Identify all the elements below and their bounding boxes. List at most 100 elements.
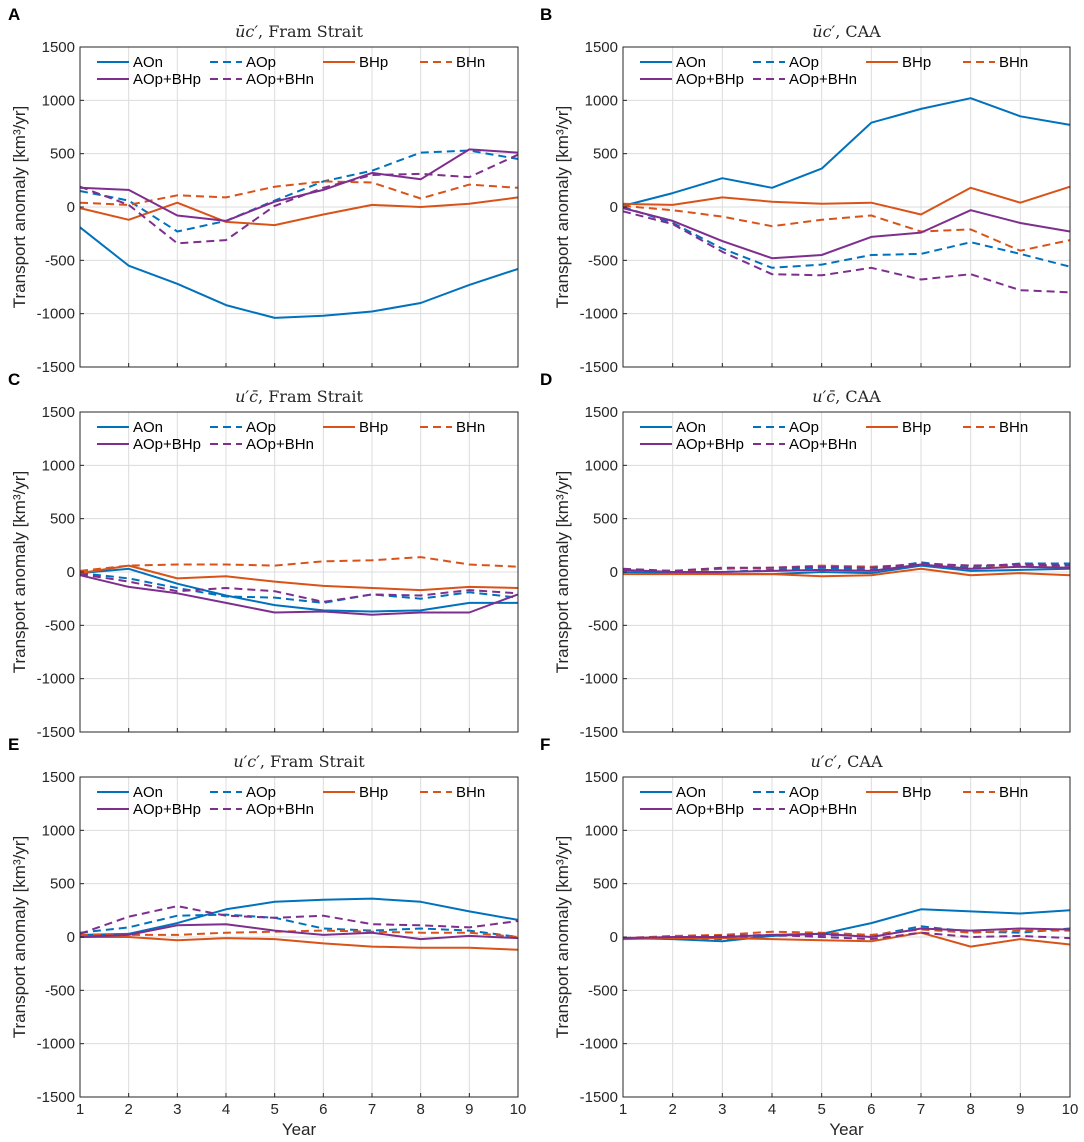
- panel-f: -1500 -1000 -500 0 500 1000 1500 1 2 3 4 5 6 7 8 9 10 Tra…: [540, 735, 1078, 1139]
- series-line-aop-bhp: [622, 563, 1071, 573]
- x-tick-label: 4: [222, 1101, 230, 1118]
- y-tick-label: 500: [50, 146, 75, 163]
- legend-label-aop-bhn: AOp+BHn: [246, 71, 314, 88]
- x-tick-label: 8: [966, 1101, 974, 1118]
- panel-letter: E: [8, 735, 19, 754]
- panel-title-region: , Fram Strait: [258, 22, 363, 41]
- y-axis-label: Transport anomaly [km³/yr]: [553, 471, 572, 673]
- panel-letter: F: [540, 735, 550, 754]
- y-tick-label: 1500: [42, 769, 75, 786]
- panel-title-region: , CAA: [835, 22, 881, 41]
- y-tick-label: 1000: [585, 822, 618, 839]
- series-line-aop: [79, 913, 519, 938]
- series-line-aon: [79, 226, 519, 319]
- x-tick-label: 2: [668, 1101, 676, 1118]
- legend-label-bhn: BHn: [999, 784, 1028, 801]
- series-line-aon: [79, 567, 518, 613]
- y-tick-label: 1000: [585, 457, 618, 474]
- legend: AOn AOp BHp BHn AOp+BHp AOp+BHn: [640, 419, 1028, 453]
- y-tick-label: 500: [593, 876, 618, 893]
- legend-label-aon: AOn: [133, 54, 163, 71]
- x-tick-label: 6: [867, 1101, 875, 1118]
- legend-label-aop-bhp: AOp+BHp: [133, 801, 201, 818]
- panel-e: -1500 -1000 -500 0 500 1000 1500 1 2 3 4 5 6 7 8 9 10 Tra…: [8, 735, 526, 1139]
- y-tick-label: -1000: [37, 1036, 75, 1053]
- y-axis-label: Transport anomaly [km³/yr]: [10, 836, 29, 1038]
- series-line-bhn: [622, 928, 1070, 940]
- legend-label-aop-bhp: AOp+BHp: [133, 71, 201, 88]
- y-tick-label: -1500: [37, 1089, 75, 1106]
- panel-letter: B: [540, 5, 552, 24]
- series-line-aop-bhn: [79, 905, 519, 935]
- panel-letter: A: [8, 5, 20, 24]
- legend-label-aop: AOp: [789, 54, 819, 71]
- legend-label-bhp: BHp: [902, 54, 931, 71]
- series-line-bhn: [623, 563, 1070, 572]
- y-tick-label: 1500: [42, 39, 75, 56]
- series-line-aop-bhp: [79, 923, 519, 941]
- y-tick-label: -1000: [37, 306, 75, 323]
- series-line-aop: [623, 561, 1070, 573]
- series-line-aop-bhn: [79, 153, 519, 245]
- x-tick-label: 1: [76, 1101, 84, 1118]
- y-tick-label: 1500: [585, 769, 618, 786]
- series-line-bhp: [79, 196, 519, 227]
- series-line-bhn: [622, 204, 1071, 252]
- y-axis-label: Transport anomaly [km³/yr]: [553, 836, 572, 1038]
- x-tick-label: 2: [124, 1101, 132, 1118]
- legend-label-bhp: BHp: [359, 784, 388, 801]
- series-line-bhp: [623, 567, 1071, 578]
- legend-label-aop: AOp: [789, 784, 819, 801]
- y-tick-label: 0: [610, 199, 618, 216]
- panel-title-region: , CAA: [835, 387, 881, 406]
- panel-letter: C: [8, 370, 20, 389]
- x-tick-label: 10: [1062, 1101, 1079, 1118]
- legend-label-bhn: BHn: [999, 419, 1028, 436]
- x-axis-label: Year: [829, 1120, 864, 1139]
- y-tick-label: 0: [610, 929, 618, 946]
- y-tick-label: -500: [45, 252, 75, 269]
- y-tick-label: 0: [610, 564, 618, 581]
- y-tick-label: -1000: [580, 1036, 618, 1053]
- y-tick-label: -1500: [37, 359, 75, 376]
- panel-title-term: u′c̄: [812, 387, 835, 406]
- legend: AOn AOp BHp BHn AOp+BHp AOp+BHn: [640, 784, 1028, 818]
- panel-title-term: u′c′: [233, 752, 260, 771]
- panel-title: u′c′, Fram Strait: [233, 752, 365, 771]
- panel-title: u′c̄, Fram Strait: [235, 387, 363, 406]
- x-tick-label: 7: [368, 1101, 376, 1118]
- series-line-aop-bhp: [622, 927, 1071, 940]
- x-tick-label: 5: [817, 1101, 825, 1118]
- x-tick-label: 7: [917, 1101, 925, 1118]
- series-line-aop-bhn: [622, 210, 1071, 294]
- series-line-bhp: [622, 931, 1071, 948]
- legend-label-bhn: BHn: [456, 419, 485, 436]
- y-tick-label: -500: [45, 617, 75, 634]
- legend-label-aop: AOp: [246, 784, 276, 801]
- panel-c: -1500 -1000 -500 0 500 1000 1500 Transport anom…: [8, 370, 519, 741]
- legend-label-aop-bhp: AOp+BHp: [676, 801, 744, 818]
- y-tick-label: 1500: [42, 404, 75, 421]
- x-tick-label: 1: [619, 1101, 627, 1118]
- y-tick-label: 0: [67, 929, 75, 946]
- y-tick-label: -1500: [580, 1089, 618, 1106]
- panel-letter: D: [540, 370, 552, 389]
- legend: AOn AOp BHp BHn AOp+BHp AOp+BHn: [97, 54, 485, 88]
- legend-label-aop-bhn: AOp+BHn: [246, 801, 314, 818]
- y-tick-label: 1000: [42, 822, 75, 839]
- y-tick-label: -500: [45, 982, 75, 999]
- legend-label-aop: AOp: [246, 419, 276, 436]
- y-tick-label: -1500: [580, 359, 618, 376]
- x-tick-label: 3: [718, 1101, 726, 1118]
- series-line-aon: [79, 897, 519, 936]
- y-axis-label: Transport anomaly [km³/yr]: [10, 471, 29, 673]
- legend: AOn AOp BHp BHn AOp+BHp AOp+BHn: [97, 784, 485, 818]
- legend-label-aop-bhp: AOp+BHp: [676, 436, 744, 453]
- series-line-aop-bhp: [79, 574, 519, 616]
- y-tick-label: -1000: [37, 671, 75, 688]
- x-tick-label: 5: [270, 1101, 278, 1118]
- y-tick-label: 500: [593, 511, 618, 528]
- panel-title-term: ūc′: [812, 22, 835, 41]
- panel-title: u′c̄, CAA: [812, 387, 881, 406]
